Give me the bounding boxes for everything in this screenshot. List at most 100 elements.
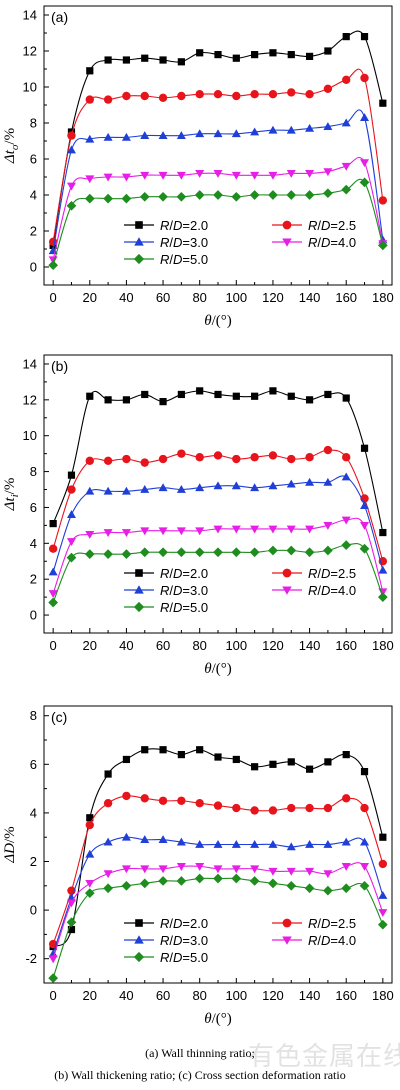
y-tick-label: 8: [30, 116, 37, 131]
data-point: [378, 196, 388, 205]
data-point: [268, 451, 278, 460]
data-point: [196, 49, 204, 57]
data-point: [324, 758, 332, 766]
data-point: [341, 862, 351, 871]
data-point: [231, 525, 241, 534]
data-point: [122, 396, 131, 404]
legend-marker: [135, 569, 143, 577]
data-point: [122, 56, 131, 64]
x-tick-label: 80: [192, 638, 206, 653]
legend-marker: [135, 919, 143, 927]
data-point: [194, 873, 205, 884]
data-point: [140, 91, 149, 101]
data-point: [85, 175, 95, 184]
data-point: [122, 755, 131, 764]
data-point: [104, 770, 112, 778]
data-point: [66, 538, 76, 547]
legend-label: R/D=5.0: [160, 252, 208, 267]
data-point: [121, 132, 131, 141]
data-point: [177, 449, 186, 458]
data-point: [323, 840, 333, 848]
data-point: [341, 472, 351, 481]
data-point: [231, 547, 242, 558]
data-point: [359, 880, 370, 891]
x-tick-label: 40: [119, 290, 133, 305]
data-point: [286, 170, 296, 178]
data-point: [195, 862, 205, 871]
panel-label: (a): [51, 9, 68, 25]
data-point: [231, 481, 241, 490]
data-point: [214, 753, 222, 761]
data-point: [103, 173, 113, 182]
data-point: [121, 880, 132, 891]
data-point: [103, 870, 113, 879]
x-axis-label: θ/(°): [204, 661, 232, 677]
data-point: [176, 131, 186, 139]
data-point: [86, 814, 94, 822]
data-point: [305, 803, 314, 813]
data-point: [104, 56, 112, 64]
data-point: [250, 127, 260, 136]
data-point: [176, 171, 186, 180]
y-tick-label: 4: [30, 805, 37, 820]
data-point: [323, 168, 333, 177]
data-point: [195, 129, 205, 138]
data-point: [250, 840, 260, 848]
x-tick-label: 140: [299, 290, 321, 305]
data-point: [103, 193, 113, 204]
data-point: [341, 162, 351, 171]
data-point: [140, 835, 150, 844]
x-tick-label: 140: [299, 988, 321, 1003]
data-point: [195, 840, 205, 848]
data-point: [158, 547, 168, 558]
x-tick-label: 0: [50, 988, 57, 1003]
data-point: [323, 84, 333, 94]
data-point: [268, 190, 278, 200]
data-point: [195, 527, 205, 536]
data-point: [359, 177, 370, 188]
data-point: [67, 485, 76, 494]
data-point: [377, 592, 388, 602]
data-point: [121, 832, 131, 841]
data-point: [121, 486, 131, 495]
x-axis-label: θ/(°): [204, 313, 232, 329]
data-point: [287, 454, 296, 464]
y-tick-label: 6: [30, 757, 37, 772]
data-point: [158, 93, 168, 103]
data-point: [195, 453, 204, 462]
y-tick-label: 12: [23, 44, 37, 59]
data-point: [67, 131, 76, 140]
y-tick-label: 6: [30, 152, 37, 167]
data-point: [176, 862, 186, 871]
legend-marker: [133, 253, 145, 265]
data-point: [195, 90, 204, 99]
data-point: [86, 392, 94, 400]
x-tick-label: 60: [156, 290, 170, 305]
legend-marker: [282, 238, 292, 247]
data-point: [84, 888, 95, 898]
data-point: [158, 796, 168, 805]
data-point: [231, 873, 242, 884]
data-point: [48, 949, 58, 958]
data-point: [176, 876, 187, 886]
x-tick-label: 0: [50, 638, 57, 653]
data-point: [304, 883, 315, 894]
x-tick-label: 100: [225, 290, 247, 305]
data-point: [140, 131, 150, 139]
data-point: [268, 171, 278, 180]
data-point: [196, 746, 204, 754]
data-point: [141, 390, 149, 399]
data-point: [48, 973, 59, 984]
data-point: [158, 527, 168, 536]
data-point: [122, 454, 131, 464]
legend-label: R/D=2.5: [308, 566, 356, 581]
data-point: [286, 525, 296, 534]
data-point: [140, 485, 150, 493]
data-point: [250, 453, 259, 462]
legend-marker: [282, 568, 292, 578]
data-point: [251, 392, 259, 400]
data-point: [287, 88, 296, 97]
data-point: [103, 883, 113, 894]
